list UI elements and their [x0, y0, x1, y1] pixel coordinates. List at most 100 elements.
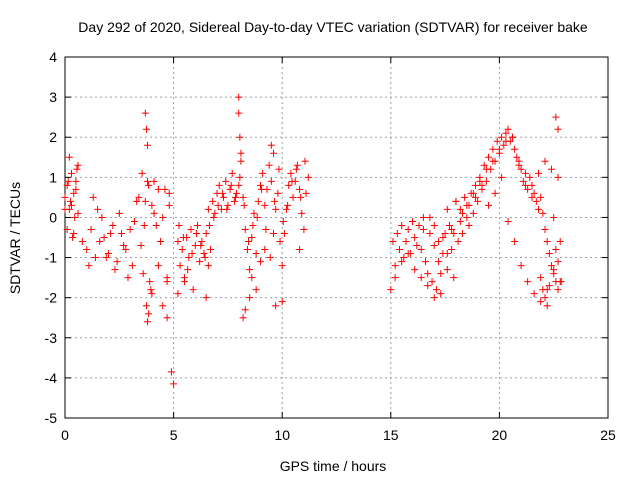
data-point: [539, 286, 547, 294]
data-point: [248, 274, 256, 282]
data-point: [256, 181, 264, 189]
data-point: [144, 177, 152, 185]
data-point: [72, 177, 80, 185]
data-point: [524, 185, 532, 193]
data-point: [239, 193, 247, 201]
data-point: [72, 185, 80, 193]
data-point: [454, 238, 462, 246]
data-point: [197, 242, 205, 250]
data-point: [189, 286, 197, 294]
data-point: [178, 246, 186, 254]
data-point: [107, 229, 115, 237]
data-point: [275, 165, 283, 173]
data-point: [537, 298, 545, 306]
data-point: [458, 209, 466, 217]
data-point: [443, 205, 451, 213]
data-point: [545, 250, 553, 258]
data-point: [513, 153, 521, 161]
data-point: [413, 242, 421, 250]
data-point: [233, 189, 241, 197]
data-point: [278, 262, 286, 270]
data-point: [187, 225, 195, 233]
grid-lines: [65, 57, 608, 418]
data-point: [228, 169, 236, 177]
data-point: [422, 258, 430, 266]
data-point: [85, 262, 93, 270]
data-point: [241, 306, 249, 314]
x-tick-label: 20: [492, 427, 508, 443]
data-point: [267, 177, 275, 185]
x-axis-label: GPS time / hours: [280, 458, 387, 474]
data-point: [100, 234, 108, 241]
data-point: [435, 238, 443, 246]
data-point: [258, 185, 266, 193]
data-point: [185, 254, 193, 262]
data-point: [482, 165, 490, 173]
data-point: [301, 157, 309, 165]
data-point: [280, 229, 288, 237]
data-point: [111, 266, 119, 274]
data-point: [63, 181, 71, 189]
data-point: [465, 221, 473, 229]
data-point: [94, 205, 102, 213]
data-point: [461, 193, 469, 201]
data-point: [293, 161, 301, 169]
data-point: [148, 201, 156, 209]
data-point: [157, 238, 165, 246]
data-point: [249, 221, 257, 229]
data-point: [550, 213, 558, 221]
data-point: [443, 266, 451, 274]
data-point: [175, 221, 183, 229]
data-point: [424, 270, 432, 278]
data-point: [491, 189, 499, 197]
data-point: [237, 157, 245, 165]
data-point: [298, 209, 306, 217]
data-point: [279, 217, 287, 225]
data-point: [302, 189, 310, 197]
y-tick-labels: 4 3 2 1 0 -1 -2 -3 -4 -5: [45, 49, 58, 426]
data-point: [517, 165, 525, 173]
data-point: [474, 197, 482, 205]
data-point: [548, 262, 556, 270]
data-point: [276, 238, 284, 246]
data-point: [117, 229, 125, 237]
data-point: [511, 145, 519, 153]
data-point: [550, 266, 558, 274]
data-point: [167, 368, 175, 376]
data-point: [138, 169, 146, 177]
data-point: [419, 225, 427, 233]
data-point: [441, 229, 449, 237]
data-point: [254, 197, 262, 205]
data-point: [152, 221, 160, 229]
data-point: [237, 149, 245, 157]
data-point: [64, 177, 72, 185]
data-point: [150, 177, 158, 185]
data-point: [304, 173, 312, 181]
data-point: [398, 258, 406, 266]
data-point: [215, 181, 223, 189]
data-point: [70, 189, 78, 197]
data-point: [133, 197, 141, 205]
data-point: [502, 137, 510, 145]
data-point: [142, 302, 150, 310]
data-point: [150, 209, 158, 217]
data-point: [424, 282, 432, 290]
y-tick-label: -5: [45, 410, 58, 426]
data-point: [541, 157, 549, 165]
data-point: [240, 201, 248, 209]
data-point: [456, 217, 464, 225]
data-points: [61, 93, 565, 388]
data-point: [552, 246, 560, 254]
data-point: [554, 125, 562, 133]
data-point: [210, 213, 218, 221]
data-point: [458, 229, 466, 237]
data-point: [530, 290, 538, 298]
data-point: [404, 250, 412, 258]
data-point: [120, 242, 128, 250]
data-point: [236, 173, 244, 181]
data-point: [71, 213, 79, 221]
y-tick-label: 1: [49, 169, 57, 185]
data-point: [500, 141, 508, 149]
data-point: [498, 173, 506, 181]
data-point: [135, 193, 143, 201]
